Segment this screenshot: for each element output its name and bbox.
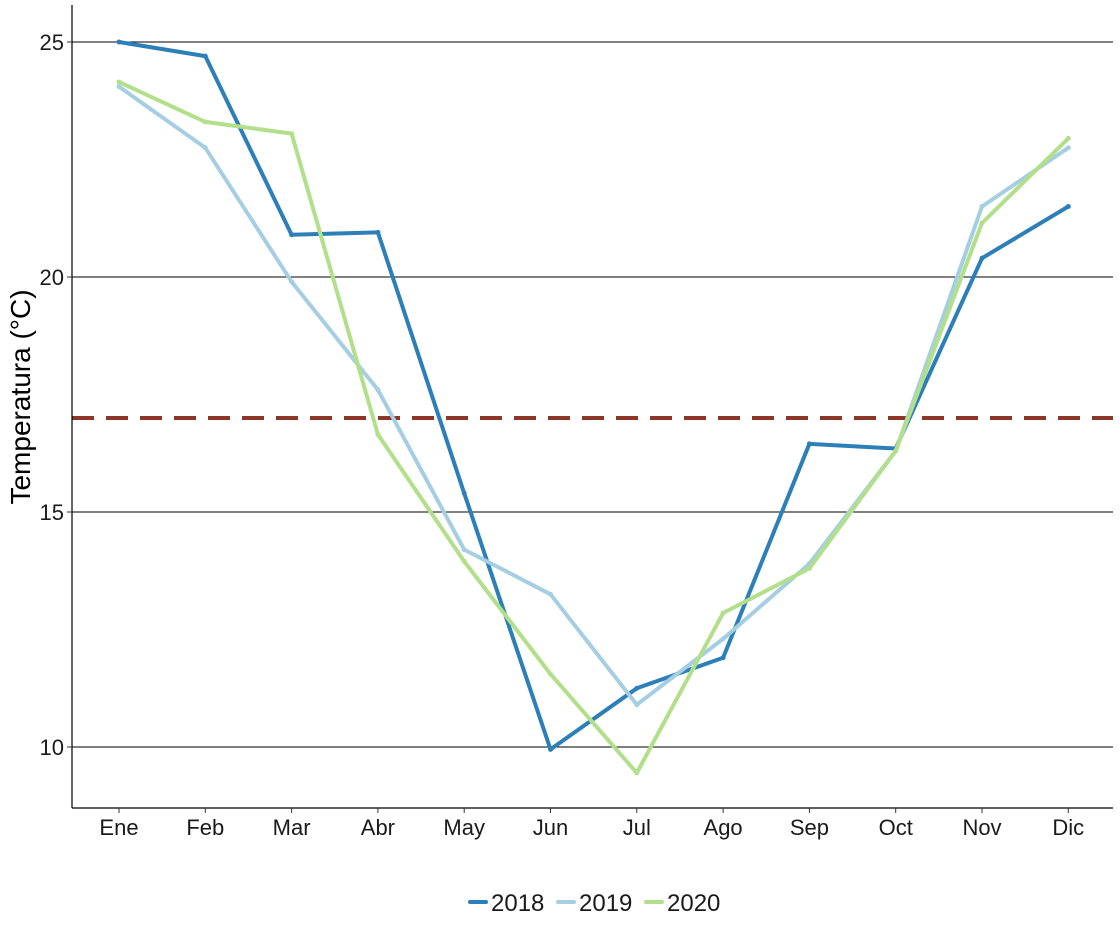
data-point-2018-Abr: [375, 229, 381, 235]
data-point-2018-Dic: [1065, 204, 1071, 209]
data-point-2019-Nov: [979, 204, 985, 209]
legend-label-2018: 2018: [491, 890, 544, 917]
x-tick-label-Nov: Nov: [962, 815, 1001, 840]
y-tick-label-25: 25: [40, 30, 64, 55]
data-point-2019-Dic: [1065, 145, 1071, 151]
legend-label-2020: 2020: [667, 890, 720, 917]
x-tick-label-Dic: Dic: [1052, 815, 1084, 840]
x-tick-labels: Ene Feb Mar Abr May Jun Jul Ago Sep Oct Nov Dic: [99, 808, 1084, 840]
data-point-2020-Dic: [1065, 135, 1071, 141]
y-tick-label-10: 10: [40, 735, 64, 760]
data-point-2019-Ago: [720, 636, 726, 642]
x-tick-label-May: May: [443, 815, 485, 840]
data-point-2019-May: [461, 547, 467, 553]
data-point-2020-May: [461, 558, 467, 564]
x-tick-label-Ago: Ago: [704, 815, 743, 840]
x-tick-label-Jun: Jun: [533, 815, 568, 840]
series-line-2020: [117, 80, 1071, 775]
data-point-2019-Feb: [202, 145, 208, 151]
data-point-2020-Ago: [720, 610, 726, 616]
data-point-2018-Feb: [202, 53, 208, 59]
data-point-2020-Oct: [893, 448, 899, 454]
series-line-2019: [117, 84, 1071, 707]
data-point-2018-Jul: [634, 685, 640, 691]
data-point-2020-Sep: [806, 565, 812, 571]
y-tick-label-15: 15: [40, 500, 64, 525]
data-point-2020-Jun: [548, 671, 553, 677]
series-lines: [116, 39, 1071, 776]
series-line-2018: [117, 40, 1071, 752]
x-tick-label-Ene: Ene: [99, 815, 138, 840]
data-point-2019-Ene: [116, 84, 122, 90]
data-point-2018-May: [461, 490, 467, 496]
data-point-2020-Ene: [116, 79, 122, 85]
data-point-2018-Sep: [806, 441, 812, 447]
legend: 2018 2019 2020: [468, 890, 720, 917]
data-point-2020-Mar: [289, 131, 295, 137]
data-point-2018-Ago: [720, 655, 726, 661]
data-point-2019-Mar: [289, 279, 295, 285]
grid-lines: [72, 41, 1113, 748]
data-point-2018-Mar: [289, 232, 295, 238]
legend-label-2019: 2019: [579, 890, 632, 917]
x-tick-label-Sep: Sep: [790, 815, 829, 840]
data-point-2020-Feb: [202, 119, 208, 125]
y-tick-labels: 10 15 20 25: [40, 30, 72, 760]
y-tick-label-20: 20: [40, 265, 64, 290]
data-point-2019-Jun: [548, 591, 553, 597]
data-point-2019-Abr: [375, 387, 381, 393]
data-point-2019-Jul: [634, 702, 640, 708]
data-point-2018-Ene: [116, 39, 122, 45]
data-point-2018-Nov: [979, 255, 985, 261]
x-tick-label-Jul: Jul: [623, 815, 651, 840]
data-point-2020-Nov: [979, 220, 985, 226]
x-tick-label-Mar: Mar: [273, 815, 311, 840]
data-point-2020-Abr: [375, 431, 381, 437]
x-tick-label-Feb: Feb: [186, 815, 224, 840]
x-tick-label-Oct: Oct: [879, 815, 913, 840]
x-tick-label-Abr: Abr: [361, 815, 395, 840]
data-point-2020-Jul: [634, 770, 640, 776]
data-point-2018-Jun: [548, 746, 553, 752]
axes: [71, 5, 1113, 809]
y-axis-title: Temperatura (°C): [5, 289, 36, 504]
